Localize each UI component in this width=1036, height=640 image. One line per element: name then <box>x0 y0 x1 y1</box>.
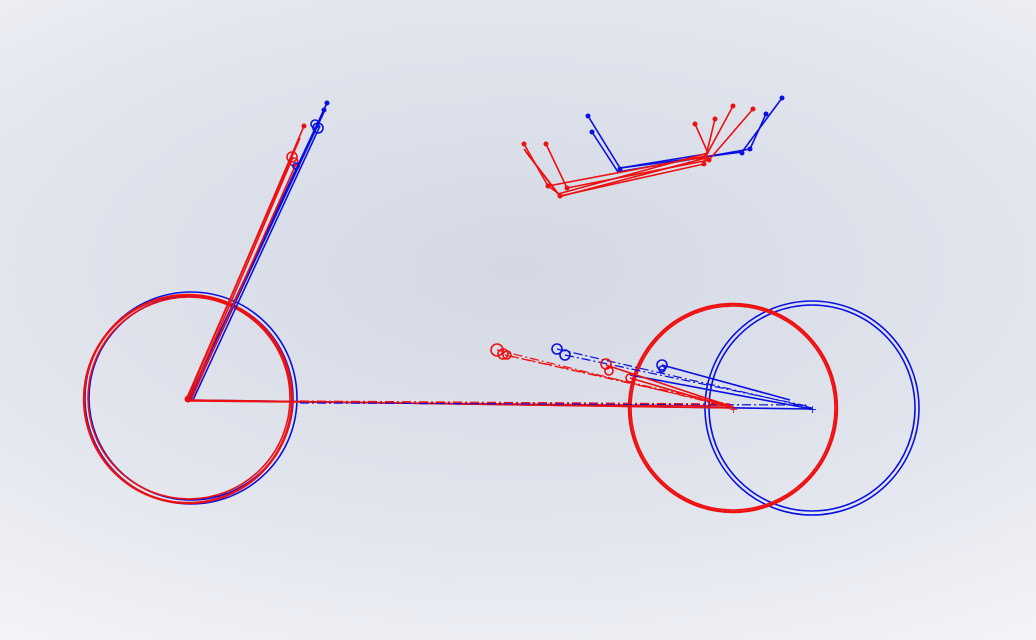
steer-arm-red-4 <box>190 163 297 401</box>
pivot-red-1[interactable] <box>490 343 504 357</box>
steer-arm-red-2 <box>185 137 301 401</box>
pivot-blue-4[interactable] <box>658 365 666 373</box>
stay-blue-1 <box>556 348 813 409</box>
pivot-markers[interactable] <box>490 343 668 383</box>
seat-point-blue-1 <box>585 113 591 119</box>
steer-top-point-red <box>301 123 307 129</box>
pivot-red-3[interactable] <box>502 350 512 360</box>
seat-linkage-red-4 <box>525 123 710 195</box>
stay-blue-2 <box>564 354 808 407</box>
stay-red-4 <box>605 364 734 408</box>
seat-linkage-red-5 <box>547 157 707 197</box>
frame-construction-lines[interactable]: + + <box>187 348 817 416</box>
pivot-red-2[interactable] <box>497 348 509 360</box>
seat-rail-blue <box>619 153 707 169</box>
seat-point-red-8 <box>564 185 570 191</box>
steering-arms[interactable] <box>185 100 330 401</box>
seat-point-red-7 <box>545 183 551 189</box>
seat-point-blue-5 <box>739 150 745 156</box>
rear-wheel-outline-red-inner <box>630 305 836 511</box>
seat-point-blue-7 <box>617 166 623 172</box>
seat-point-blue-3 <box>779 95 785 101</box>
seat-point-red-3 <box>730 103 736 109</box>
seat-linkage-blue-2 <box>591 113 767 173</box>
steer-pivot-red-1 <box>286 151 298 163</box>
seat-point-red-9 <box>557 193 563 199</box>
stay-blue-3 <box>629 374 813 410</box>
pivot-blue-2[interactable] <box>559 349 571 361</box>
front-wheel[interactable] <box>82 291 298 505</box>
seat-point-red-6 <box>692 121 698 127</box>
seat-point-red-5 <box>712 116 718 122</box>
seat-linkage[interactable] <box>521 95 785 199</box>
rear-wheel-outline-red <box>627 302 839 514</box>
pivot-blue-3[interactable] <box>656 359 668 371</box>
steer-pivot-blue-3 <box>292 162 300 170</box>
seat-point-red-2 <box>543 141 549 147</box>
seat-point-red-1 <box>521 141 527 147</box>
rear-hub-marker-red: + <box>729 403 738 416</box>
steer-arm-blue-3 <box>192 125 321 401</box>
stay-red-2 <box>504 354 731 407</box>
seat-point-blue-6 <box>747 146 753 152</box>
stay-red-3 <box>509 355 729 405</box>
seat-point-blue-4 <box>763 111 769 117</box>
steer-top-point-blue-1 <box>324 100 330 106</box>
pivot-red-5[interactable] <box>604 366 614 376</box>
stay-blue-4 <box>661 364 791 401</box>
front-wheel-outline-red-inner <box>87 296 291 500</box>
pivot-red-6[interactable] <box>625 373 635 383</box>
steer-top-point-blue-2 <box>321 107 327 113</box>
seat-linkage-red-2 <box>545 108 754 189</box>
rear-hub-marker-blue: + <box>808 403 817 416</box>
seat-point-red-12 <box>706 157 712 163</box>
seat-point-red-11 <box>701 161 707 167</box>
steer-arm-red-3 <box>188 156 294 401</box>
pivot-blue-1[interactable] <box>551 343 563 355</box>
steer-pivot-blue-2 <box>310 119 320 129</box>
seat-point-red-4 <box>750 106 756 112</box>
stay-red-5 <box>629 377 734 409</box>
steer-pivot-red-2 <box>289 157 299 167</box>
front-wheel-outline-red <box>82 293 294 505</box>
centerline-red <box>299 400 731 405</box>
seat-point-blue-2 <box>589 129 595 135</box>
